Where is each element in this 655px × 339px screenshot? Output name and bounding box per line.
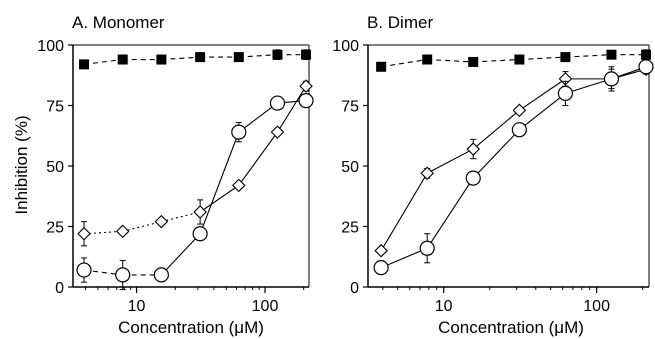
data-point-diamond [512,103,527,118]
y-tick-label: 50 [46,159,64,176]
y-tick-label: 100 [37,38,64,55]
data-point-circle [373,260,389,276]
data-point-diamond [232,178,246,193]
data-point-diamond [299,79,313,93]
panel-a-title: A. Monomer [72,13,165,32]
series-line-segment [472,129,520,179]
series-line-segment [84,230,123,235]
series-filled-square [376,49,651,72]
data-point-square [641,49,651,60]
data-point-diamond [115,224,130,239]
y-tick-label: 25 [46,220,64,237]
series-open-diamond [77,79,313,247]
series-open-circle [76,93,314,290]
data-point-square [560,52,571,63]
data-point-square [606,49,617,60]
data-point-square [79,59,90,70]
panel-a: A. Monomer Concentration (μM) 0 25 50 75 100… [37,13,314,337]
series-line-segment [83,58,123,65]
data-point-diamond [193,205,207,219]
data-point-circle [465,170,481,186]
series-line-segment [83,269,123,276]
series-line-segment [519,56,566,61]
series-open-diamond [374,62,653,258]
data-point-diamond [466,142,480,156]
series-line-segment [160,233,201,276]
series-line-segment [199,131,240,234]
series-line-segment [238,102,278,133]
data-point-square [468,56,479,67]
data-point-diamond [270,125,285,139]
data-point-square [272,49,283,60]
panel-a-x-axis-label: Concentration (μM) [118,318,264,337]
data-point-circle [557,85,574,102]
series-line-segment [380,247,428,269]
series-line-segment [565,78,612,94]
series-line-segment [238,131,278,186]
series-line-segment [426,148,474,174]
data-point-diamond [154,214,169,229]
data-point-square [301,49,311,60]
x-tick-label: 10 [435,298,453,315]
data-point-square [156,54,167,65]
series-line-segment [381,58,428,68]
series-line-segment [426,177,474,249]
series-line-segment [519,92,566,131]
x-tick-label: 10 [128,298,146,315]
series-line-segment [122,221,162,232]
data-point-circle [269,95,286,111]
series-line-segment [276,85,307,133]
data-point-diamond [374,243,388,258]
data-point-square [422,54,433,65]
data-point-circle [603,71,620,87]
y-tick-label: 25 [341,220,359,237]
data-point-diamond [420,166,434,181]
panel-b-x-axis-label: Concentration (μM) [438,318,584,337]
series-line-segment [238,54,278,58]
data-point-circle [298,93,314,109]
data-point-circle [153,267,169,283]
x-tick-label: 100 [252,298,279,315]
series-line-segment [427,58,474,63]
data-point-square [376,61,387,72]
data-point-square [514,54,525,65]
series-line-segment [472,109,520,150]
series-line-segment [565,54,612,58]
series-filled-square [79,49,311,70]
series-open-circle [373,59,654,276]
data-point-circle [231,124,247,140]
series-line-segment [380,172,428,251]
series-line-segment [473,58,520,63]
y-tick-label: 0 [55,280,64,297]
panel-b: B. Dimer Concentration (μM) 0 25 50 75 100 10… [332,13,654,337]
data-point-circle [419,240,435,256]
y-tick-label: 75 [46,99,64,116]
data-point-circle [511,122,527,138]
y-axis-label: Inhibition (%) [12,115,31,214]
data-point-circle [638,59,654,75]
data-point-circle [192,226,208,242]
y-tick-label: 50 [341,159,359,176]
series-line-segment [199,184,240,213]
y-tick-label: 0 [350,280,359,297]
data-point-square [195,52,206,63]
series-line-segment [519,78,566,111]
series-line-segment [161,211,201,223]
y-tick-label: 100 [332,38,359,55]
x-tick-label: 100 [583,298,610,315]
data-point-circle [115,267,131,283]
data-point-square [233,52,244,63]
data-point-diamond [77,226,91,241]
series-line-segment [161,56,201,61]
data-point-circle [76,262,92,278]
data-point-square [117,54,128,65]
y-tick-label: 75 [341,99,359,116]
panel-b-title: B. Dimer [367,13,433,32]
